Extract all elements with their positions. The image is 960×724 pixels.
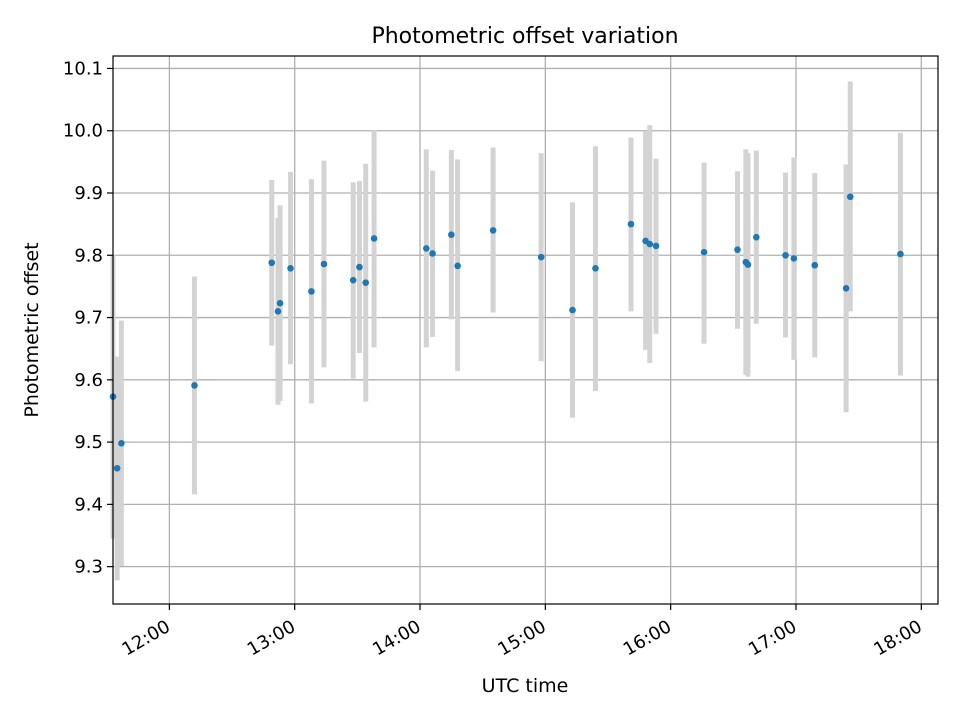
data-point [592,265,599,272]
y-tick-label: 9.3 [74,557,103,578]
plot-area [113,56,938,604]
data-point [276,299,284,307]
data-point [700,248,708,256]
y-tick-label: 9.4 [74,494,103,515]
y-tick-label: 9.8 [74,245,103,266]
data-point [118,440,125,447]
data-point [734,246,741,253]
y-tick-label: 9.7 [74,308,103,329]
data-point [569,306,576,314]
data-point [790,255,798,262]
data-point [646,240,654,248]
data-point [268,259,276,267]
y-tick-label: 9.9 [74,183,103,204]
chart-title: Photometric offset variation [371,24,678,49]
data-point [422,245,430,252]
data-point [627,220,635,228]
data-point [429,250,436,257]
y-axis-ticks: 9.3 9.4 9.5 9.6 9.7 9.8 9.9 10.0 10.1 [63,58,113,578]
y-tick-label: 9.6 [74,370,103,391]
data-point [652,242,660,250]
data-point [782,251,789,259]
data-point [320,260,328,268]
x-axis-label: UTC time [482,675,569,697]
y-tick-label: 9.5 [74,432,103,453]
data-point [448,231,455,239]
y-tick-label: 10.0 [63,121,103,142]
data-point [897,250,904,258]
plot-frame [112,55,939,605]
data-point [274,308,282,315]
data-point [362,279,370,286]
data-point [489,227,497,234]
data-point [349,276,357,284]
data-point [842,284,850,292]
data-point [356,263,363,271]
y-axis-label: Photometric offset [21,242,43,417]
grid-lines [113,56,938,604]
data-point [744,261,752,268]
data-point [308,288,315,295]
data-point [113,464,121,472]
data-point [191,382,198,389]
data-point [287,265,294,272]
data-point [752,233,760,241]
data-point [537,253,545,261]
data-point [454,262,461,270]
data-point [370,235,378,242]
data-points [109,193,904,472]
y-tick-label: 10.1 [63,58,103,79]
data-point [811,261,819,269]
data-point [846,193,854,201]
